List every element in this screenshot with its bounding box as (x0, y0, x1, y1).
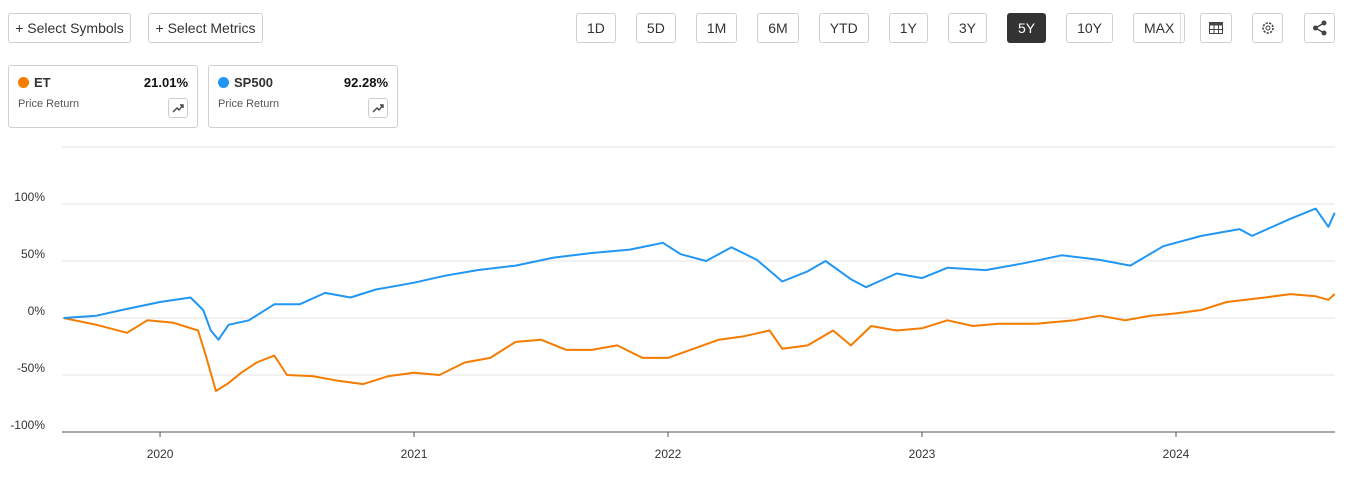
share-icon (1312, 20, 1326, 36)
range-button[interactable]: 3Y (947, 13, 987, 43)
table-icon (1209, 22, 1223, 34)
legend-symbol: ET (18, 75, 51, 90)
y-tick-label: 100% (14, 190, 45, 204)
range-button[interactable]: 1M (695, 13, 738, 43)
range-button[interactable]: 5D (635, 13, 676, 43)
legend-dot (18, 77, 29, 88)
legend-card[interactable]: SP500 92.28% Price Return (208, 65, 398, 128)
metric-label: Price Return (18, 98, 80, 110)
metric-label: Price Return (218, 98, 280, 110)
x-tick-label: 2023 (909, 447, 936, 461)
return-value: 21.01% (143, 75, 188, 90)
range-button[interactable]: 10Y (1066, 13, 1114, 43)
y-tick-label: -50% (17, 361, 45, 375)
x-tick-label: 2022 (655, 447, 682, 461)
y-tick-label: 0% (28, 304, 46, 318)
range-button[interactable]: 1D (576, 13, 616, 43)
y-tick-label: 50% (21, 247, 45, 261)
range-button[interactable]: 5Y (1006, 13, 1047, 43)
legend-dot (218, 77, 229, 88)
series-line (63, 207, 1336, 341)
y-tick-label: -100% (10, 418, 45, 432)
table-button[interactable] (1200, 13, 1232, 43)
x-tick-label: 2024 (1163, 447, 1190, 461)
select-metrics-button[interactable]: + Select Metrics (148, 13, 263, 43)
range-selector: 1D 5D 1M 6M YTD 1Y 3Y 5Y 10Y MAX (576, 13, 1186, 43)
range-button[interactable]: 1Y (888, 13, 928, 43)
chart-toggle[interactable] (168, 98, 188, 118)
range-button[interactable]: YTD (818, 13, 869, 43)
trend-icon (172, 104, 184, 113)
legend-name: ET (34, 75, 51, 90)
range-button[interactable]: MAX (1133, 13, 1186, 43)
x-tick-label: 2021 (401, 447, 428, 461)
settings-button[interactable] (1252, 13, 1283, 43)
settings-icon (1261, 22, 1274, 34)
select-symbols-button[interactable]: + Select Symbols (8, 13, 131, 43)
series-line (63, 293, 1336, 392)
legend-card[interactable]: ET 21.01% Price Return (8, 65, 198, 128)
trend-icon (372, 104, 384, 113)
chart-toggle[interactable] (368, 98, 388, 118)
share-button[interactable] (1304, 13, 1335, 43)
legend-name: SP500 (234, 75, 274, 90)
legend-symbol: SP500 (218, 75, 273, 90)
separator (1180, 12, 1181, 44)
range-button[interactable]: 6M (757, 13, 799, 43)
return-value: 92.28% (343, 75, 388, 90)
x-tick-label: 2020 (147, 447, 174, 461)
